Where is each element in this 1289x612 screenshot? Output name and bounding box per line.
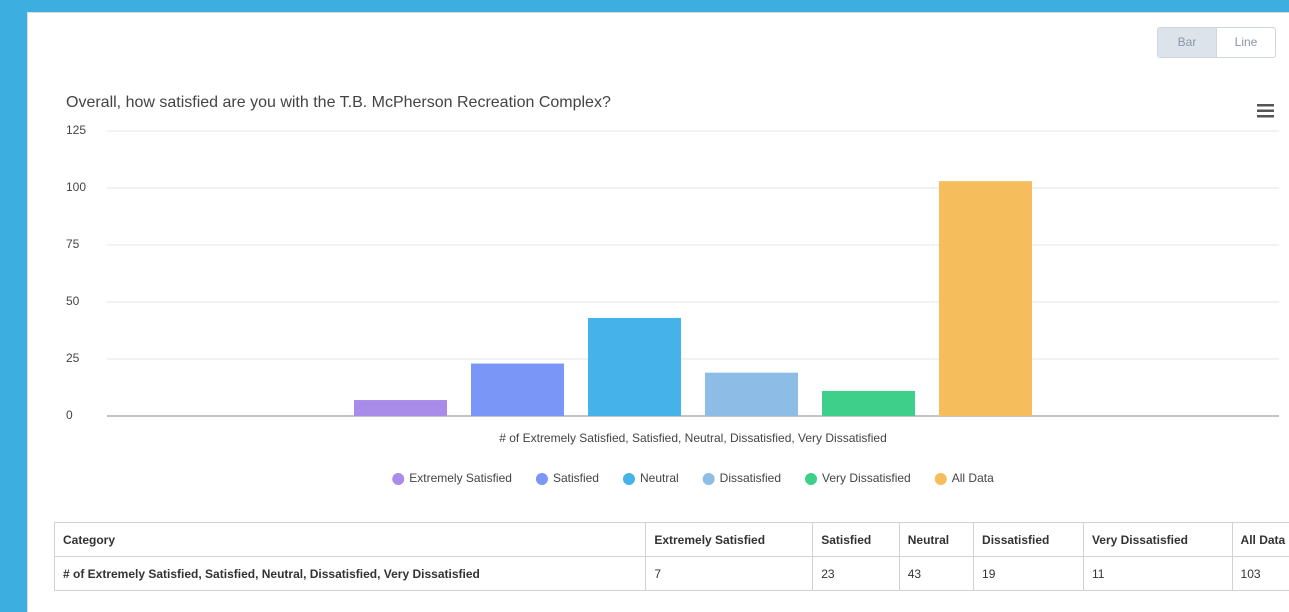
data-table: Category Extremely Satisfied Satisfied Neut… <box>53 522 1289 591</box>
legend: Extremely Satisfied Satisfied Neutral Dissa… <box>392 471 994 485</box>
legend-label: Extremely Satisfied <box>409 471 512 485</box>
legend-marker <box>702 473 715 485</box>
y-tick-label: 50 <box>66 294 80 308</box>
table-column-header: Satisfied <box>812 522 900 557</box>
legend-label: Dissatisfied <box>720 471 781 485</box>
y-tick-label: 125 <box>66 123 86 137</box>
bar <box>354 400 447 416</box>
legend-label: Very Dissatisfied <box>822 471 911 485</box>
legend-marker <box>934 473 947 485</box>
table-column-header: Very Dissatisfied <box>1082 522 1233 557</box>
legend-marker <box>392 473 405 485</box>
menu-icon[interactable] <box>1257 104 1274 118</box>
table-header: Category <box>53 522 647 557</box>
legend-label: Neutral <box>640 471 679 485</box>
y-tick-label: 100 <box>66 180 86 194</box>
line-button[interactable]: Line <box>1234 35 1258 49</box>
card <box>27 12 1289 612</box>
chart-type-toggle: Bar Line <box>1157 27 1276 58</box>
table-value: 11 <box>1082 556 1233 591</box>
bar <box>471 363 564 416</box>
table-value: 23 <box>812 556 900 591</box>
table-column-header: Extremely Satisfied <box>645 522 814 557</box>
legend-marker <box>805 473 818 485</box>
legend-label: All Data <box>952 471 994 485</box>
chart-title: Overall, how satisfied are you with the … <box>66 94 611 111</box>
y-tick-label: 0 <box>66 408 73 422</box>
bar <box>822 390 915 416</box>
legend-marker <box>622 473 635 485</box>
y-tick-label: 75 <box>66 237 80 251</box>
table-value: 103 <box>1231 556 1289 591</box>
bar <box>939 181 1032 416</box>
table-value: 7 <box>645 556 814 591</box>
table-column-header: Neutral <box>898 522 975 557</box>
legend-marker <box>535 473 548 485</box>
table-column-header: All Data <box>1231 522 1289 557</box>
table-value: 19 <box>973 556 1084 591</box>
bar <box>705 372 798 416</box>
legend-label: Satisfied <box>553 471 599 485</box>
table-category: # of Extremely Satisfied, Satisfied, Neu… <box>53 556 647 591</box>
table-column-header: Dissatisfied <box>973 522 1084 557</box>
table-value: 43 <box>898 556 975 591</box>
y-tick-label: 25 <box>66 351 80 365</box>
bar <box>588 317 681 416</box>
bar-button[interactable]: Bar <box>1158 28 1217 57</box>
x-axis-label: # of Extremely Satisfied, Satisfied, Neu… <box>499 431 887 445</box>
